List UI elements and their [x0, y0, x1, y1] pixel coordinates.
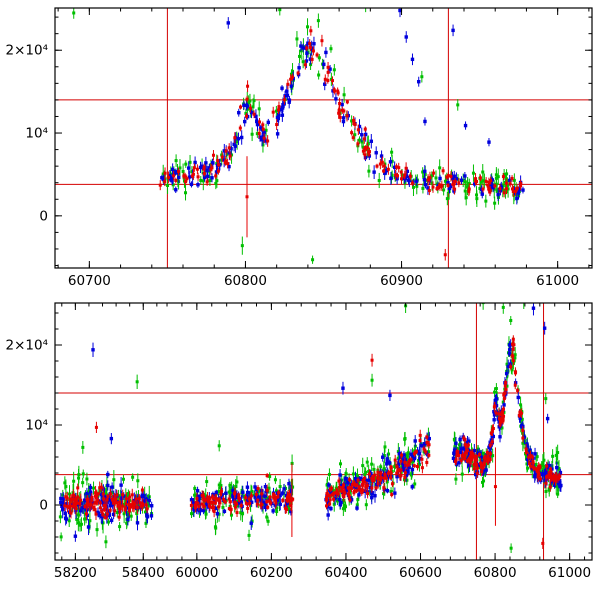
axis-tick-labels: 58200 58400 60000 60200 60400 60600 60800 61000… — [6, 338, 592, 582]
reference-lines — [55, 303, 592, 560]
x-tick-label: 60400 — [324, 565, 367, 581]
series-blue-points — [160, 8, 525, 205]
y-tick-label: 2×10⁴ — [6, 338, 49, 354]
axes-ticks — [55, 8, 592, 268]
y-tick-label: 10⁴ — [25, 418, 48, 434]
x-tick-label: 60800 — [224, 273, 267, 289]
x-tick-label: 60200 — [250, 565, 293, 581]
series-red-points — [158, 25, 523, 261]
plot-frame — [54, 302, 593, 561]
axes-ticks — [55, 303, 592, 560]
x-tick-label: 61000 — [548, 565, 591, 581]
axis-tick-labels: 60700 60800 60900 61000 0 10⁴ 2×10⁴ — [6, 43, 580, 289]
y-tick-label: 2×10⁴ — [6, 43, 49, 59]
series-green-points — [58, 303, 562, 553]
x-tick-label: 58200 — [54, 565, 97, 581]
y-tick-label: 10⁴ — [25, 126, 48, 142]
y-tick-label: 0 — [39, 498, 48, 514]
x-tick-label: 58400 — [122, 565, 165, 581]
plot-frame — [54, 7, 593, 269]
plot-area — [55, 8, 592, 268]
x-tick-label: 60700 — [68, 273, 111, 289]
x-tick-label: 61000 — [536, 273, 579, 289]
x-tick-label: 60000 — [175, 565, 218, 581]
plot-area — [55, 303, 592, 560]
series-red-points — [63, 335, 562, 549]
series-green-points — [72, 8, 521, 264]
panel-bottom: 58200 58400 60000 60200 60400 60600 60800 61000… — [6, 302, 593, 582]
reference-lines — [55, 8, 592, 268]
x-tick-label: 60800 — [474, 565, 517, 581]
x-tick-label: 60900 — [380, 273, 423, 289]
x-tick-label: 60600 — [399, 565, 442, 581]
panel-top: 60700 60800 60900 61000 0 10⁴ 2×10⁴ — [6, 7, 593, 289]
y-tick-label: 0 — [39, 208, 48, 224]
